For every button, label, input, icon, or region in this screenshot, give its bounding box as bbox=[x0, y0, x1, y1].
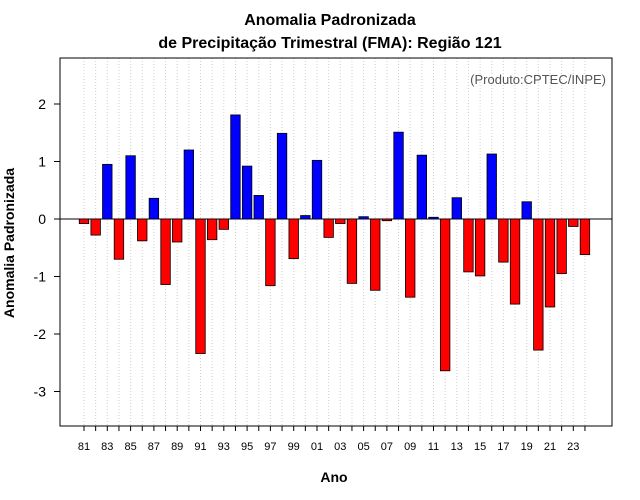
x-tick-label: 95 bbox=[241, 441, 253, 453]
x-tick-label: 81 bbox=[78, 441, 90, 453]
bar-20 bbox=[533, 218, 544, 351]
x-tick-label: 11 bbox=[428, 441, 439, 453]
x-tick-label: 99 bbox=[288, 441, 300, 453]
y-axis: -3 -2 -1 0 1 2 bbox=[34, 96, 60, 400]
bar-18 bbox=[509, 218, 521, 305]
bar-87 bbox=[148, 197, 160, 220]
bar-82 bbox=[90, 218, 101, 236]
bar-96 bbox=[253, 195, 264, 220]
bar-93 bbox=[218, 218, 229, 230]
x-tick-label: 89 bbox=[171, 441, 183, 453]
bar-14 bbox=[463, 218, 474, 273]
x-axis-label: Ano bbox=[320, 469, 347, 485]
x-tick-label: 83 bbox=[101, 441, 113, 453]
x-tick-label: 19 bbox=[521, 441, 533, 453]
y-tick-label: 0 bbox=[38, 211, 46, 227]
x-tick-label: 03 bbox=[334, 441, 346, 453]
bar-99 bbox=[288, 218, 299, 260]
bar-04 bbox=[346, 218, 358, 284]
y-tick-label: 2 bbox=[38, 96, 46, 112]
bar-23 bbox=[568, 218, 579, 227]
bar-94 bbox=[230, 114, 241, 220]
bar-01 bbox=[311, 159, 323, 220]
bar-85 bbox=[125, 155, 136, 220]
x-tick-label: 91 bbox=[194, 441, 206, 453]
bar-86 bbox=[137, 218, 148, 242]
chart-title-line2: de Precipitação Trimestral (FMA): Região… bbox=[158, 35, 501, 52]
plot-frame bbox=[59, 57, 613, 427]
x-tick-label: 13 bbox=[451, 441, 463, 453]
bar-13 bbox=[451, 197, 462, 220]
bar-81 bbox=[78, 218, 90, 224]
x-tick-label: 93 bbox=[218, 441, 230, 453]
x-tick-label: 01 bbox=[311, 441, 323, 453]
bar-17 bbox=[498, 218, 509, 263]
bar-84 bbox=[113, 218, 125, 260]
bars-group bbox=[78, 114, 591, 372]
bar-12 bbox=[439, 218, 451, 372]
bar-06 bbox=[370, 218, 381, 291]
y-tick-label: -1 bbox=[34, 269, 47, 285]
x-tick-label: 97 bbox=[264, 441, 276, 453]
x-tick-label: 15 bbox=[474, 441, 486, 453]
x-tick-label: 21 bbox=[544, 441, 556, 453]
bar-21 bbox=[544, 218, 556, 308]
chart-title-line1: Anomalia Padronizada bbox=[244, 12, 416, 29]
bar-22 bbox=[556, 218, 567, 275]
bar-92 bbox=[206, 218, 218, 241]
bar-10 bbox=[416, 154, 428, 220]
y-tick-label: 1 bbox=[38, 154, 46, 170]
y-tick-label: -2 bbox=[34, 326, 47, 342]
bar-24 bbox=[579, 218, 591, 256]
y-axis-label: Anomalia Padronizada bbox=[1, 168, 17, 318]
x-tick-label: 17 bbox=[497, 441, 509, 453]
bar-16 bbox=[486, 153, 497, 220]
x-tick-label: 07 bbox=[381, 441, 393, 453]
x-axis: 81 83 85 87 89 91 93 95 97 99 01 03 05 07 09 11 13 15 17 19… bbox=[78, 426, 586, 453]
bar-02 bbox=[323, 218, 334, 238]
bar-90 bbox=[183, 149, 195, 220]
x-tick-label: 85 bbox=[124, 441, 136, 453]
bar-08 bbox=[393, 131, 404, 220]
bar-97 bbox=[265, 218, 276, 287]
bar-89 bbox=[172, 218, 183, 243]
bar-15 bbox=[474, 218, 486, 277]
bar-05 bbox=[358, 216, 369, 220]
y-tick-label: -3 bbox=[34, 384, 47, 400]
bar-83 bbox=[102, 163, 113, 220]
x-tick-label: 23 bbox=[567, 441, 579, 453]
x-tick-label: 87 bbox=[148, 441, 160, 453]
x-tick-label: 09 bbox=[404, 441, 416, 453]
bar-07 bbox=[381, 218, 393, 222]
bar-09 bbox=[405, 218, 416, 298]
credit-label: (Produto:CPTEC/INPE) bbox=[470, 72, 606, 87]
bar-98 bbox=[276, 132, 288, 220]
bar-03 bbox=[335, 218, 346, 224]
bar-88 bbox=[160, 218, 171, 285]
bar-19 bbox=[521, 201, 532, 220]
x-tick-label: 05 bbox=[357, 441, 369, 453]
bar-91 bbox=[195, 218, 206, 354]
bar-00 bbox=[300, 215, 311, 220]
grid-lines bbox=[83, 58, 586, 426]
bar-11 bbox=[428, 216, 439, 220]
bar-95 bbox=[241, 165, 253, 220]
